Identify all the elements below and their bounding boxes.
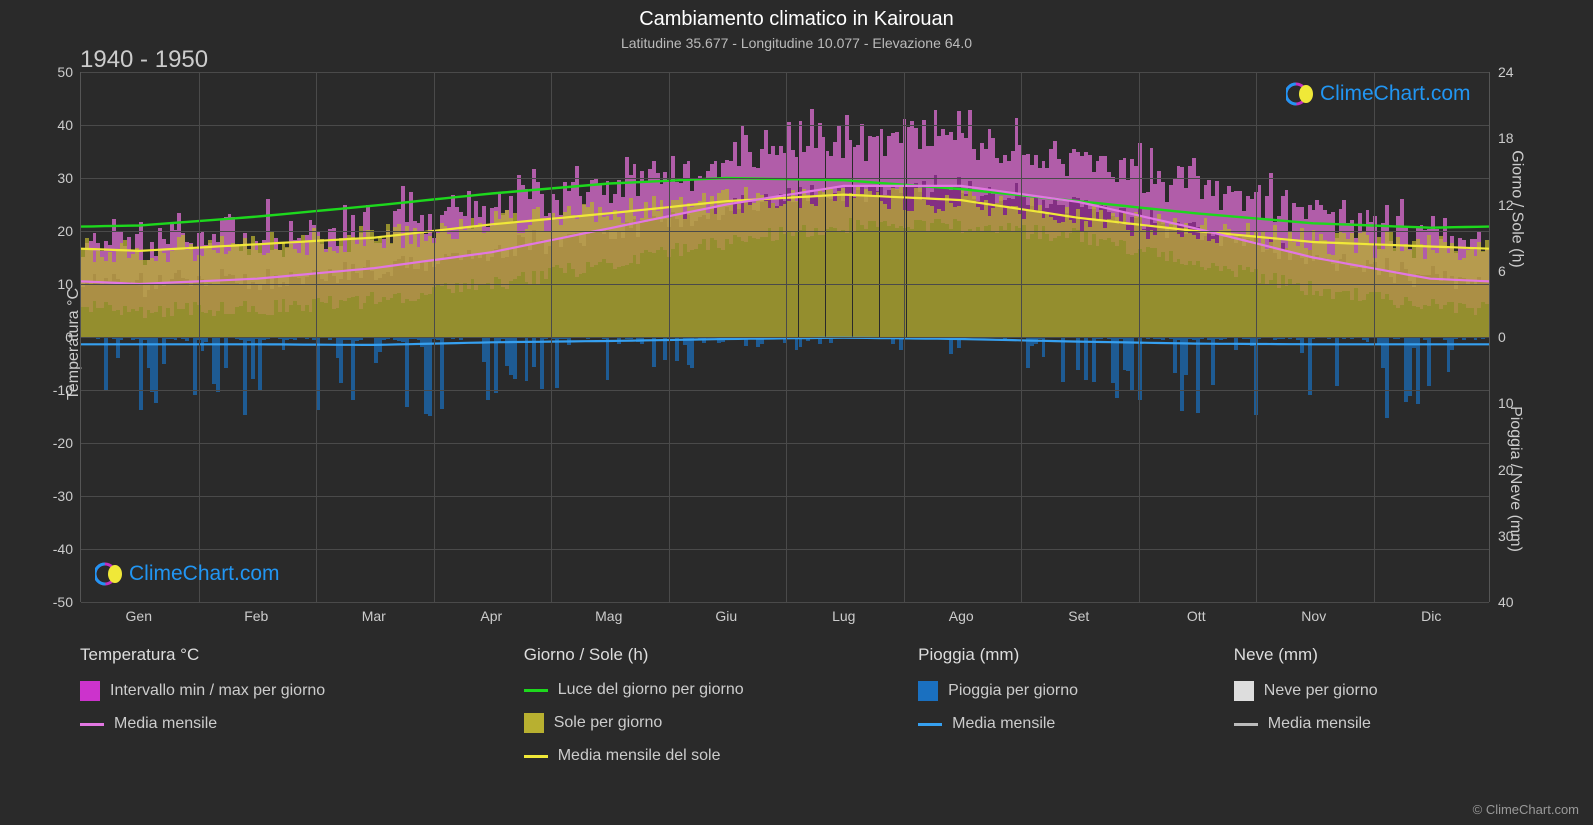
legend-swatch [1234, 681, 1254, 701]
chart-subtitle: Latitudine 35.677 - Longitudine 10.077 -… [0, 31, 1593, 51]
legend-label: Luce del giorno per giorno [558, 681, 744, 699]
y-tick-right-mm: 10 [1498, 395, 1538, 411]
y-tick-left: 20 [33, 223, 73, 239]
legend-label: Pioggia per giorno [948, 682, 1078, 700]
legend-line [1234, 723, 1258, 726]
x-tick-month: Mag [595, 608, 622, 624]
y-tick-right-hours: 0 [1498, 329, 1538, 345]
x-tick-month: Nov [1301, 608, 1326, 624]
legend-line [80, 723, 104, 726]
legend-label: Media mensile [114, 715, 217, 733]
x-tick-month: Set [1068, 608, 1089, 624]
logo-icon [1286, 80, 1314, 108]
legend-line [524, 755, 548, 758]
y-tick-right-mm: 30 [1498, 528, 1538, 544]
plot-area [80, 72, 1490, 602]
x-tick-month: Gen [126, 608, 152, 624]
legend-label: Media mensile [1268, 715, 1371, 733]
logo-icon [95, 560, 123, 588]
x-tick-month: Ago [949, 608, 974, 624]
legend-label: Intervallo min / max per giorno [110, 682, 325, 700]
x-tick-month: Apr [480, 608, 502, 624]
y-tick-left: -20 [33, 435, 73, 451]
x-tick-month: Feb [244, 608, 268, 624]
logo-text: ClimeChart.com [1320, 82, 1471, 106]
x-tick-month: Ott [1187, 608, 1206, 624]
y-tick-right-hours: 6 [1498, 263, 1538, 279]
legend-heading: Giorno / Sole (h) [524, 645, 898, 665]
y-tick-left: -50 [33, 594, 73, 610]
x-tick-month: Dic [1421, 608, 1441, 624]
logo-text: ClimeChart.com [129, 562, 280, 586]
legend-heading: Pioggia (mm) [918, 645, 1214, 665]
y-tick-left: -10 [33, 382, 73, 398]
legend-heading: Neve (mm) [1234, 645, 1490, 665]
legend-swatch [524, 713, 544, 733]
y-tick-left: 50 [33, 64, 73, 80]
legend-item: Media mensile [918, 715, 1214, 733]
logo-bottom: ClimeChart.com [95, 560, 280, 588]
copyright: © ClimeChart.com [1473, 802, 1579, 817]
legend-item: Media mensile [1234, 715, 1490, 733]
y-tick-right-mm: 40 [1498, 594, 1538, 610]
chart-title: Cambiamento climatico in Kairouan [0, 0, 1593, 31]
legend-swatch [918, 681, 938, 701]
climate-chart: Cambiamento climatico in Kairouan Latitu… [0, 0, 1593, 825]
legend-col-rain: Pioggia (mm) Pioggia per giorno Media men… [918, 645, 1214, 765]
period-label: 1940 - 1950 [80, 46, 208, 74]
legend-col-daysun: Giorno / Sole (h) Luce del giorno per gi… [524, 645, 898, 765]
legend-label: Neve per giorno [1264, 682, 1378, 700]
legend-item: Pioggia per giorno [918, 681, 1214, 701]
legend: Temperatura °C Intervallo min / max per … [80, 645, 1490, 765]
legend-item: Neve per giorno [1234, 681, 1490, 701]
legend-label: Media mensile [952, 715, 1055, 733]
y-tick-left: -40 [33, 541, 73, 557]
legend-item: Media mensile [80, 715, 504, 733]
legend-col-snow: Neve (mm) Neve per giorno Media mensile [1234, 645, 1490, 765]
legend-col-temperature: Temperatura °C Intervallo min / max per … [80, 645, 504, 765]
x-tick-month: Lug [832, 608, 855, 624]
y-tick-right-mm: 20 [1498, 462, 1538, 478]
legend-line [524, 689, 548, 692]
y-tick-left: 40 [33, 117, 73, 133]
y-tick-left: 10 [33, 276, 73, 292]
y-tick-right-hours: 18 [1498, 130, 1538, 146]
legend-item: Luce del giorno per giorno [524, 681, 898, 699]
y-tick-right-hours: 24 [1498, 64, 1538, 80]
logo-top: ClimeChart.com [1286, 80, 1471, 108]
legend-label: Media mensile del sole [558, 747, 721, 765]
x-tick-month: Mar [362, 608, 386, 624]
legend-line [918, 723, 942, 726]
legend-label: Sole per giorno [554, 714, 663, 732]
legend-item: Intervallo min / max per giorno [80, 681, 504, 701]
x-tick-month: Giu [715, 608, 737, 624]
y-tick-left: -30 [33, 488, 73, 504]
legend-item: Sole per giorno [524, 713, 898, 733]
y-tick-left: 30 [33, 170, 73, 186]
legend-swatch [80, 681, 100, 701]
y-tick-right-hours: 12 [1498, 197, 1538, 213]
legend-item: Media mensile del sole [524, 747, 898, 765]
legend-heading: Temperatura °C [80, 645, 504, 665]
y-tick-left: 0 [33, 329, 73, 345]
